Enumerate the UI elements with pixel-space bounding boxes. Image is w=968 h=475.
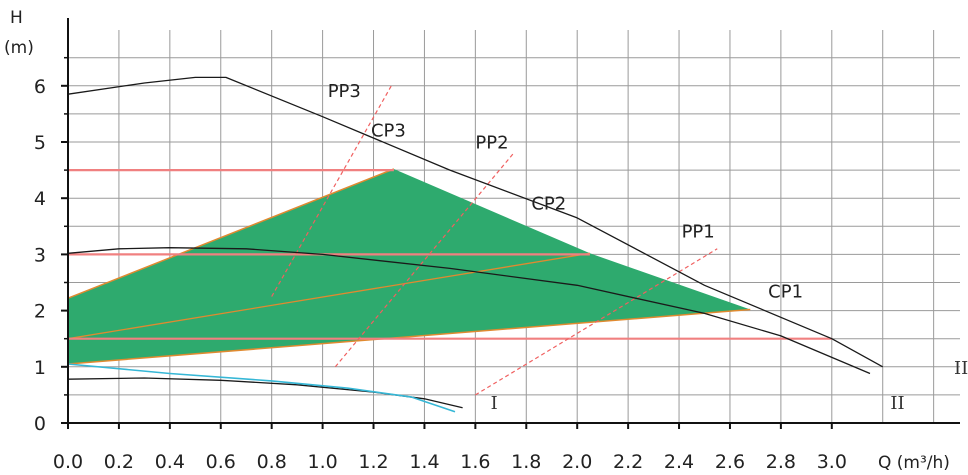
x-tick-label: 1.4 (409, 451, 439, 473)
label-cp1: CP1 (768, 282, 803, 303)
grid (68, 30, 960, 423)
curve-label-I: I (491, 393, 498, 414)
x-tick-label: 1.8 (511, 451, 541, 473)
x-tick-label: 1.2 (358, 451, 388, 473)
pressure-lines-layer (68, 85, 832, 396)
x-tick-label: 0.4 (155, 451, 185, 473)
label-pp3: PP3 (328, 81, 361, 102)
proportional-pressure-line-pp2 (334, 152, 515, 368)
x-tick-label: 2.2 (613, 451, 643, 473)
operating-range-middle-edge (67, 252, 591, 340)
curve-label-III: III (954, 358, 968, 379)
axes: 0 1 2 3 4 5 6 0.0 0.2 0.4 0.6 0.8 1.0 1.2 1.4 1.6 1.8 2.0… (4, 8, 960, 473)
y-tick-label: 5 (34, 132, 46, 154)
x-tick-label: 1.6 (460, 451, 490, 473)
x-tick-label: 0.6 (206, 451, 236, 473)
x-tick-label: 3.0 (817, 451, 847, 473)
y-tick-label: 3 (34, 244, 46, 266)
operating-range-upper-edge (67, 168, 395, 299)
label-pp2: PP2 (475, 133, 508, 154)
x-axis-title: Q (m³/h) (878, 453, 950, 473)
y-tick-label: 4 (34, 188, 46, 210)
y-tick-label: 6 (34, 76, 46, 98)
proportional-pressure-line-pp3 (271, 85, 392, 297)
label-cp2: CP2 (531, 193, 566, 214)
x-tick-label: 0.2 (104, 451, 134, 473)
y-tick-label: 2 (34, 301, 46, 323)
x-tick-label: 0.0 (53, 451, 83, 473)
pump-curve-II (67, 247, 871, 375)
y-axis-title: H (10, 8, 23, 28)
curve-label-II: II (890, 393, 904, 414)
pump-curve-I (67, 377, 463, 409)
y-tick-label: 1 (34, 357, 46, 379)
operating-range-layer (67, 168, 751, 365)
proportional-pressure-line-pp1 (475, 248, 718, 396)
x-tick-label: 2.6 (715, 451, 745, 473)
pump-curves-layer (67, 76, 884, 413)
labels-layer: CP1CP2CP3PP1PP2PP3IIIIII (328, 81, 968, 414)
operating-range-area (68, 169, 751, 364)
x-tick-label: 2.0 (562, 451, 592, 473)
x-tick-label: 0.8 (257, 451, 287, 473)
x-tick-label: 2.4 (664, 451, 694, 473)
operating-range-lower-edge (67, 308, 751, 365)
x-tick-label: 1.0 (307, 451, 337, 473)
pump-curve-I-highlight (67, 363, 456, 413)
label-pp1: PP1 (682, 222, 715, 243)
y-axis-unit: (m) (4, 38, 34, 58)
x-tick-label: 2.8 (766, 451, 796, 473)
pump-curve-III (67, 76, 884, 368)
y-tick-label: 0 (34, 413, 46, 435)
label-cp3: CP3 (371, 120, 406, 141)
